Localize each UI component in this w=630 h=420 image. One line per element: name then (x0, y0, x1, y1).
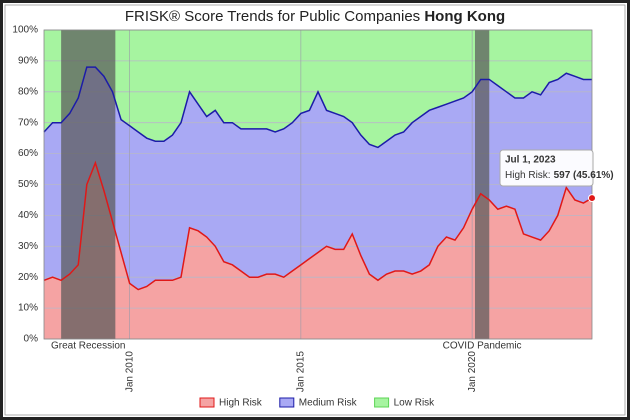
y-tick-label: 50% (18, 179, 38, 190)
legend: High Risk Medium Risk Low Risk (199, 397, 436, 409)
x-tick-label: Jan 2010 (124, 351, 135, 393)
event-label: COVID Pandemic (443, 341, 522, 352)
chart-title: FRISK® Score Trends for Public Companies… (125, 8, 505, 25)
event-band (61, 30, 116, 339)
area (44, 162, 592, 339)
y-tick-label: 60% (18, 148, 38, 159)
x-tick-label: Jan 2020 (467, 351, 478, 393)
legend-swatch (374, 397, 390, 408)
tooltip-box (499, 149, 594, 187)
x-tick-label: Jan 2015 (296, 351, 307, 393)
tooltip-value: 597 (45.61%) (554, 170, 614, 181)
tooltip-date: Jul 1, 2023 (505, 155, 556, 166)
y-tick-label: 0% (24, 334, 39, 345)
y-tick-label: 80% (18, 86, 38, 97)
inner-frame (4, 4, 626, 416)
y-tick-label: 90% (18, 56, 38, 67)
legend-swatch (279, 397, 295, 408)
legend-label: Medium Risk (299, 398, 358, 409)
series-line (43, 66, 592, 149)
y-tick-label: 70% (18, 117, 38, 128)
title-emphasis: Hong Kong (424, 8, 505, 25)
legend-label: Low Risk (394, 398, 436, 409)
legend-label: High Risk (219, 398, 263, 409)
legend-swatch (199, 397, 215, 408)
event-band (474, 30, 490, 339)
tooltip-line: High Risk: 597 (45.61%) (505, 170, 614, 181)
y-tick-label: 30% (18, 241, 38, 252)
y-tick-label: 40% (18, 210, 38, 221)
y-tick-label: 100% (12, 25, 38, 36)
series-line (43, 160, 593, 291)
event-label: Great Recession (51, 341, 125, 352)
area (44, 30, 592, 148)
y-tick-label: 20% (18, 272, 38, 283)
y-tick-label: 10% (18, 303, 38, 314)
title-main: FRISK® Score Trends for Public Companies (125, 8, 420, 25)
hover-point (588, 194, 596, 203)
tooltip-label: High Risk: (505, 170, 551, 181)
